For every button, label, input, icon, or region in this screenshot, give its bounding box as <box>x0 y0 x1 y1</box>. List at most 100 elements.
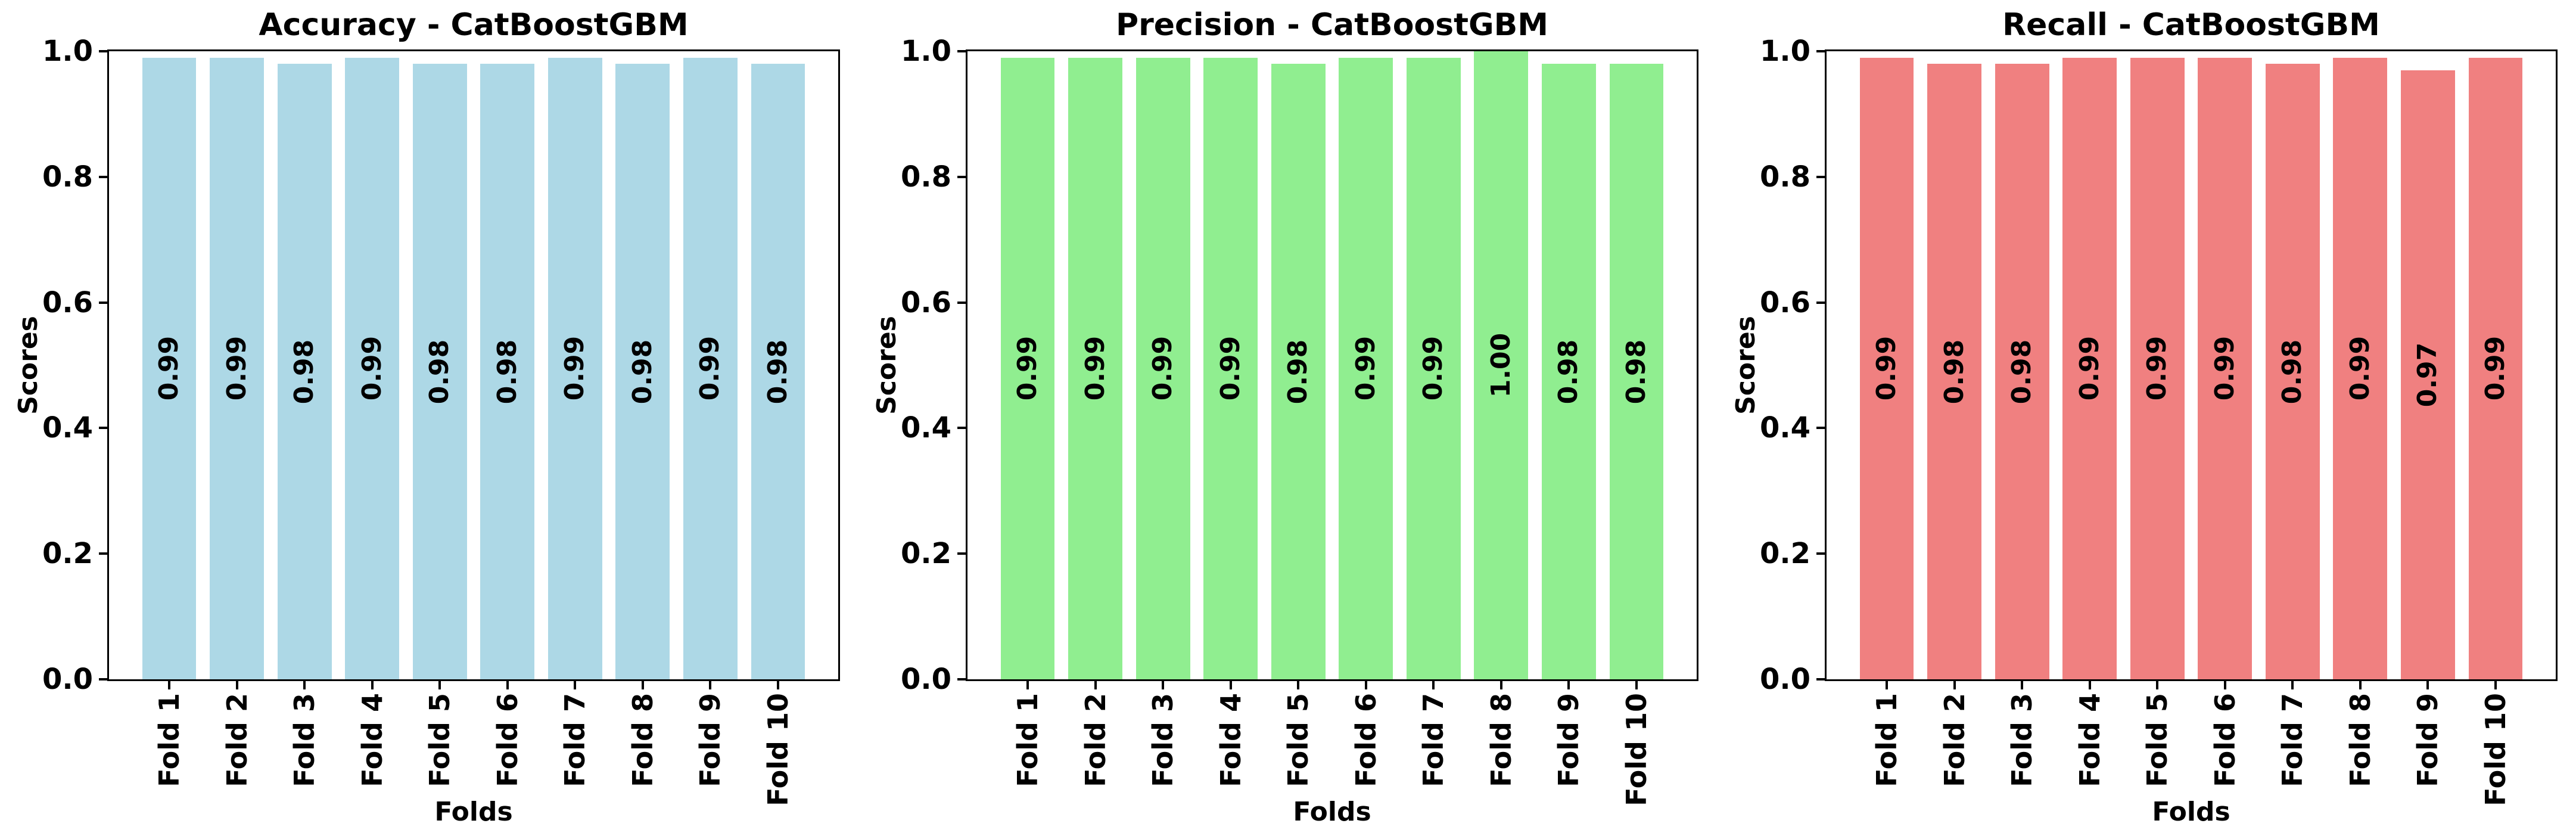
x-tick-label-text: Fold 5 <box>424 693 456 787</box>
y-tick-label: 0.2 <box>1759 537 1810 571</box>
x-tick-label-text: Fold 1 <box>1871 693 1903 787</box>
x-tick-label-text: Fold 7 <box>559 693 592 787</box>
x-tick-label-text: Fold 4 <box>2073 693 2106 787</box>
subplot-precision: Precision - CatBoostGBM Scores Folds 0.0 0.2… <box>858 0 1717 839</box>
x-tick-label-text: Fold 2 <box>220 693 253 787</box>
x-tick-mark <box>168 681 171 689</box>
x-tick-label-text: Fold 2 <box>1079 693 1112 787</box>
bar-value-label: 0.99 <box>2142 335 2173 401</box>
x-tick-label-text: Fold 8 <box>626 693 659 787</box>
x-axis-label: Folds <box>434 797 513 827</box>
bar-fold-4 <box>345 57 400 679</box>
bar-fold-1 <box>1000 57 1055 679</box>
bar-value-label: 0.98 <box>1620 339 1651 404</box>
y-tick-mark <box>957 678 966 680</box>
bar-fold-2 <box>1068 57 1122 679</box>
bar-fold-1 <box>142 57 197 679</box>
bar-value-label: 0.99 <box>356 335 387 401</box>
x-tick-label-text: Fold 10 <box>2479 693 2512 806</box>
bar-value-label: 0.98 <box>289 339 320 404</box>
bar-fold-8 <box>615 64 670 679</box>
x-tick-label-text: Fold 3 <box>2006 693 2039 787</box>
x-tick-mark <box>506 681 509 689</box>
y-tick-label: 1.0 <box>900 35 951 68</box>
y-tick-mark <box>1816 552 1825 555</box>
y-tick-label: 0.2 <box>900 537 951 571</box>
bar-fold-4 <box>1203 57 1258 679</box>
x-tick-label-text: Fold 4 <box>356 693 388 787</box>
bar-fold-3 <box>277 64 332 679</box>
x-tick-mark <box>1432 681 1435 689</box>
x-tick-mark <box>2426 681 2429 689</box>
x-tick-mark <box>1026 681 1029 689</box>
bar-value-label: 0.99 <box>1215 335 1246 401</box>
bar-fold-7 <box>1406 57 1461 679</box>
x-tick-mark <box>1229 681 1232 689</box>
x-tick-label-text: Fold 10 <box>761 693 794 806</box>
x-tick-mark <box>574 681 577 689</box>
x-tick-mark <box>1499 681 1502 689</box>
plot-area <box>1825 49 2558 681</box>
bar-fold-10 <box>1609 64 1664 679</box>
y-tick-label: 0.2 <box>42 537 93 571</box>
x-tick-label-text: Fold 9 <box>1553 693 1585 787</box>
bar-fold-2 <box>1927 64 1981 679</box>
bar-fold-10 <box>2468 57 2523 679</box>
x-tick-mark <box>2359 681 2362 689</box>
x-tick-label-text: Fold 1 <box>1012 693 1044 787</box>
y-tick-mark <box>99 175 107 178</box>
bar-value-label: 0.98 <box>762 339 793 404</box>
x-tick-label-text: Fold 10 <box>1620 693 1653 806</box>
x-tick-mark <box>235 681 238 689</box>
x-tick-label-text: Fold 9 <box>694 693 727 787</box>
x-tick-mark <box>1567 681 1570 689</box>
x-tick-label-text: Fold 7 <box>2276 693 2309 787</box>
x-tick-mark <box>2021 681 2024 689</box>
x-tick-mark <box>709 681 712 689</box>
y-tick-mark <box>1816 50 1825 52</box>
subplot-accuracy: Accuracy - CatBoostGBM Scores Folds 0.0 0.2 0… <box>0 0 858 839</box>
bar-fold-4 <box>2062 57 2117 679</box>
bar-fold-5 <box>412 64 467 679</box>
y-axis-label: Scores <box>1731 316 1761 415</box>
x-tick-mark <box>1162 681 1165 689</box>
bar-value-label: 0.98 <box>491 339 522 404</box>
y-tick-label: 0.8 <box>1759 160 1810 194</box>
bar-value-label: 0.99 <box>1871 335 1902 401</box>
chart-title: Accuracy - CatBoostGBM <box>259 7 689 43</box>
y-tick-label: 0.6 <box>1759 285 1810 319</box>
x-tick-label-text: Fold 7 <box>1417 693 1450 787</box>
y-tick-mark <box>957 175 966 178</box>
bar-value-label: 0.98 <box>2277 339 2308 404</box>
x-tick-mark <box>2223 681 2226 689</box>
bar-value-label: 0.97 <box>2412 342 2443 408</box>
x-tick-label-text: Fold 5 <box>2141 693 2174 787</box>
y-tick-mark <box>99 50 107 52</box>
chart-title: Precision - CatBoostGBM <box>1115 7 1549 43</box>
bar-value-label: 0.98 <box>424 339 455 404</box>
x-tick-label-text: Fold 2 <box>1938 693 1971 787</box>
y-tick-label: 0.0 <box>900 663 951 696</box>
bar-fold-7 <box>547 57 602 679</box>
bar-fold-6 <box>480 64 535 679</box>
x-tick-mark <box>2156 681 2159 689</box>
bar-value-label: 0.99 <box>1147 335 1178 401</box>
bar-fold-6 <box>1339 57 1393 679</box>
bar-value-label: 0.99 <box>1012 335 1043 401</box>
bar-fold-3 <box>1135 57 1190 679</box>
y-tick-label: 0.4 <box>1759 411 1810 445</box>
bar-fold-9 <box>683 57 738 679</box>
bar-value-label: 0.98 <box>627 339 658 404</box>
x-tick-label-text: Fold 3 <box>1147 693 1180 787</box>
y-tick-mark <box>1816 301 1825 304</box>
y-tick-mark <box>957 50 966 52</box>
y-tick-mark <box>957 301 966 304</box>
bar-fold-1 <box>1859 57 1914 679</box>
plot-area <box>966 49 1698 681</box>
x-tick-label-text: Fold 6 <box>2208 693 2241 787</box>
x-tick-mark <box>303 681 306 689</box>
x-tick-label-text: Fold 6 <box>491 693 524 787</box>
bar-value-label: 0.99 <box>2209 335 2240 401</box>
y-tick-mark <box>99 552 107 555</box>
